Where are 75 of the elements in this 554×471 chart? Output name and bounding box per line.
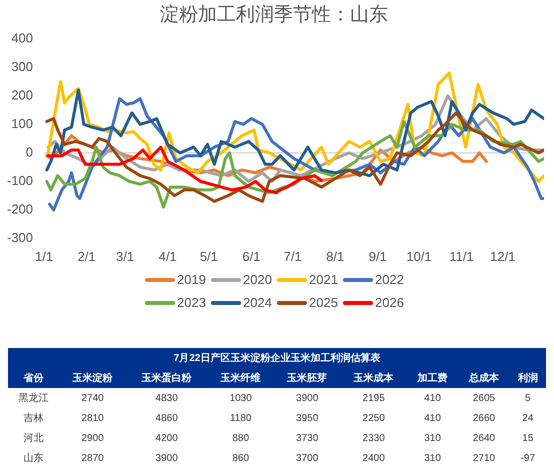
data-label: 2740 (80, 392, 105, 406)
legend-label: 2021 (309, 272, 338, 287)
y-tick-label: -200 (6, 201, 34, 216)
chart-title: 7月22日产区玉米淀粉企业玉米加工利润估算表 (172, 351, 382, 366)
y-tick-label: -100 (6, 172, 34, 188)
data-label: 4200 (154, 432, 179, 446)
legend-label: 2024 (243, 295, 272, 310)
x-tick-label: 9/1 (368, 248, 387, 264)
y-tick-label: 山东 (22, 452, 45, 466)
y-axis-title: 省份 (22, 372, 45, 386)
data-label: 2400 (362, 452, 386, 466)
x-tick-label: 6/1 (242, 248, 260, 264)
x-tick-label: 1/1 (34, 248, 54, 264)
data-label: 880 (231, 432, 250, 446)
x-tick-label: 2/1 (78, 248, 96, 264)
data-label: 24 (521, 412, 534, 426)
x-tick-label: 总成本 (468, 372, 500, 386)
legend-label: 2026 (375, 295, 404, 310)
data-label: 860 (231, 452, 250, 466)
y-tick-label: 400 (11, 30, 34, 46)
x-tick-label: 11/1 (449, 248, 474, 264)
data-label: 1180 (228, 412, 252, 426)
y-tick-label: 200 (11, 87, 34, 102)
legend-label: 2020 (243, 272, 272, 287)
chart-title: 淀粉加工利润季节性：山东 (160, 4, 388, 26)
data-label: 2640 (472, 432, 496, 446)
x-tick-label: 12/1 (490, 248, 516, 264)
data-label: 2870 (80, 452, 105, 466)
data-label: 2330 (362, 432, 386, 446)
data-label: 2660 (472, 412, 496, 426)
x-tick-label: 加工费 (416, 372, 449, 386)
x-tick-label: 玉米纤维 (220, 371, 262, 386)
data-label: 3700 (295, 452, 320, 466)
data-label: 3730 (295, 432, 320, 446)
x-tick-label: 5/1 (200, 248, 218, 264)
x-tick-label: 玉米成本 (352, 372, 395, 386)
x-tick-label: 8/1 (326, 248, 344, 264)
data-label: 310 (423, 432, 442, 446)
y-tick-label: 300 (11, 58, 34, 74)
x-tick-label: 3/1 (116, 248, 134, 264)
y-tick-label: 100 (11, 116, 34, 131)
x-tick-label: 4/1 (158, 248, 177, 264)
data-label: 4830 (154, 392, 179, 406)
legend-label: 2025 (309, 295, 338, 310)
data-label: 2250 (362, 412, 386, 426)
data-label: 15 (521, 432, 534, 446)
y-tick-label: 黑龙江 (18, 392, 50, 406)
x-tick-label: 玉米胚芽 (286, 372, 328, 386)
y-tick-label: 吉林 (22, 412, 45, 426)
data-label: 2710 (472, 452, 496, 466)
data-label: 310 (423, 452, 442, 466)
x-tick-label: 10/1 (406, 248, 432, 264)
data-label: 3900 (295, 392, 320, 406)
data-label: 2810 (80, 412, 105, 426)
x-tick-label: 玉米淀粉 (72, 372, 114, 386)
legend-label: 2022 (375, 272, 404, 287)
x-tick-label: 7/1 (284, 248, 302, 264)
data-label: 4860 (154, 412, 179, 426)
x-tick-label: 利润 (516, 371, 539, 386)
data-label: 3900 (154, 452, 179, 466)
y-tick-label: 0 (26, 144, 34, 160)
data-label: 2195 (362, 392, 386, 406)
data-label: 410 (423, 412, 442, 426)
data-label: 1030 (228, 392, 253, 406)
y-tick-label: 河北 (22, 432, 45, 446)
data-label: 3950 (295, 412, 320, 426)
legend-label: 2019 (177, 272, 206, 287)
data-label: 2900 (80, 432, 105, 446)
x-tick-label: 玉米蛋白粉 (140, 372, 193, 386)
data-label: 410 (423, 392, 442, 406)
data-label: 2605 (472, 392, 496, 406)
y-tick-label: -300 (6, 230, 34, 245)
legend-label: 2023 (177, 295, 206, 310)
data-label: -97 (520, 452, 536, 466)
data-label: 5 (524, 392, 532, 406)
